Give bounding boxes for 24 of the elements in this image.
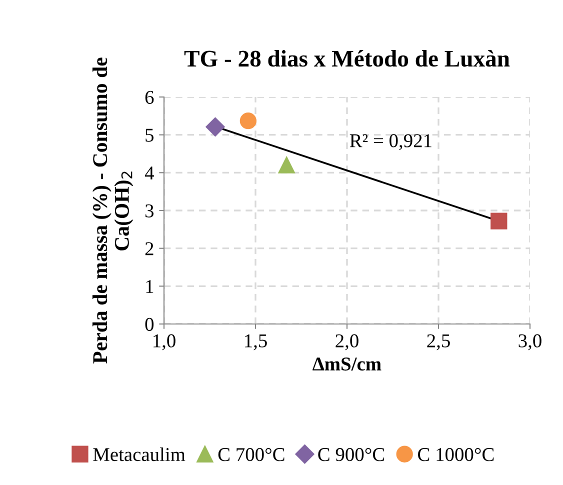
y-tick-label: 6: [145, 90, 154, 104]
point: [206, 117, 225, 136]
y-axis-title: Perda de massa (%) - Consumo de Ca(OH)$_{2}$: [92, 58, 134, 364]
y-tick-label: 4: [144, 166, 154, 180]
legend-label: C 900°C: [318, 448, 384, 462]
x-tick-label: 1,5: [245, 334, 267, 350]
legend-label: C 700°C: [218, 448, 284, 462]
y-tick-label: 1: [146, 280, 154, 293]
x-axis-title: ∆mS/cm: [312, 358, 382, 371]
y-tick-label: 2: [145, 242, 154, 256]
x-tick-label: 2,0: [336, 334, 358, 350]
x-tick-label: 2,5: [427, 334, 450, 350]
legend-label: C 1000°C: [418, 448, 494, 462]
y-tick-label: 0: [145, 318, 154, 331]
annotation: R² = 0,921: [350, 134, 432, 150]
point: [240, 112, 257, 130]
point: [490, 212, 508, 230]
legend-label: Metacaulim: [93, 447, 186, 462]
y-tick-label: 3: [145, 204, 154, 218]
chart-title: TG - 28 dias x Método de Luxàn: [184, 50, 510, 67]
x-tick-label: 1,0: [154, 334, 176, 350]
point: [278, 156, 295, 174]
y-tick-label: 5: [146, 128, 154, 142]
x-tick-label: 3,0: [518, 334, 542, 350]
